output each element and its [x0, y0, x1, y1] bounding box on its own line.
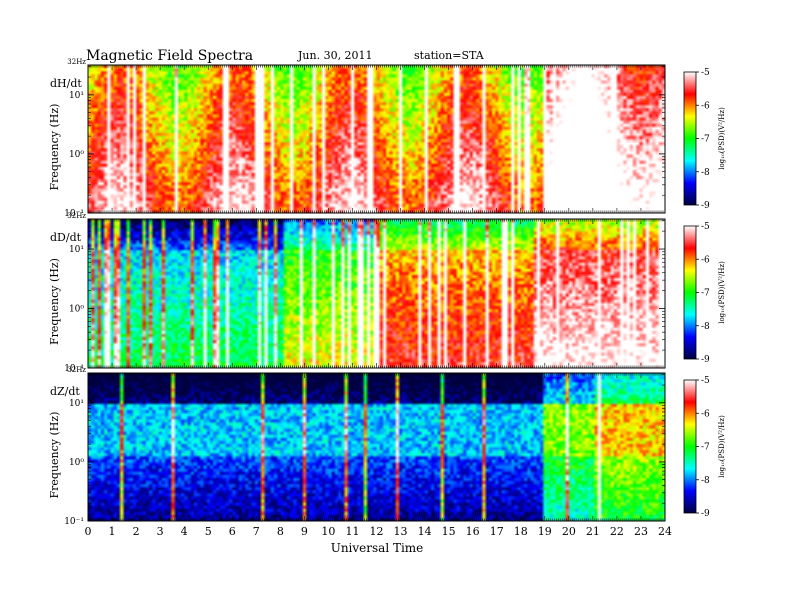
x-tick-label: 23	[634, 525, 648, 538]
colorbar: -5 -6 -7 -8 -9 log₁₀(PSD)(V²/Hz)	[683, 376, 726, 519]
y-tick-label: 10¹	[69, 91, 84, 101]
x-axis: 0 1 2 3 4 5 6 7 8 9 10 11 12 13 14 15 16 17 18 19 20 21 22 23 24	[85, 525, 673, 538]
colorbar-tick-label: -5	[701, 222, 710, 232]
colorbar-tick-label: -8	[701, 168, 710, 178]
x-tick-label: 6	[229, 525, 236, 538]
x-tick-label: 18	[514, 525, 528, 538]
colorbar-tick-label: -6	[701, 101, 710, 111]
y-tick-label: 10⁻¹	[64, 517, 84, 527]
colorbar-tick-label: -8	[701, 322, 710, 332]
colorbar-gradient	[683, 379, 697, 514]
colorbar-tick-label: -9	[701, 509, 710, 519]
x-tick-label: 13	[394, 525, 408, 538]
y-axis-label: Frequency (Hz)	[48, 412, 61, 499]
x-tick-label: 2	[133, 525, 140, 538]
y-tick-label: 10⁻¹	[64, 209, 84, 219]
x-tick-label: 9	[301, 525, 308, 538]
spectrogram-image	[88, 219, 665, 368]
x-tick-label: 24	[658, 525, 672, 538]
y-axis-label: Frequency (Hz)	[48, 258, 61, 345]
x-tick-label: 14	[418, 525, 432, 538]
x-tick-label: 10	[321, 525, 335, 538]
x-tick-label: 1	[109, 525, 116, 538]
top-frequency-label: 32Hz	[67, 58, 86, 66]
x-tick-label: 3	[157, 525, 164, 538]
colorbar-tick-label: -6	[701, 409, 710, 419]
colorbar-tick-label: -7	[701, 443, 710, 453]
top-frequency-label: 32Hz	[67, 366, 86, 374]
x-tick-label: 8	[277, 525, 284, 538]
figure-station: station=STA	[414, 49, 485, 62]
colorbar-tick-label: -5	[701, 68, 710, 78]
colorbar-label: log₁₀(PSD)(V²/Hz)	[718, 415, 726, 478]
x-tick-label: 20	[562, 525, 576, 538]
spectrogram-image	[88, 65, 665, 213]
x-tick-label: 15	[442, 525, 456, 538]
spectrogram-image	[88, 373, 665, 521]
x-tick-label: 7	[253, 525, 260, 538]
panel-label: dD/dt	[50, 231, 82, 244]
colorbar-tick-label: -9	[701, 355, 710, 365]
x-tick-label: 12	[370, 525, 384, 538]
colorbar-gradient	[683, 225, 697, 360]
colorbar-label: log₁₀(PSD)(V²/Hz)	[718, 107, 726, 170]
x-tick-label: 17	[490, 525, 504, 538]
y-tick-label: 10⁻¹	[64, 364, 84, 374]
x-tick-label: 19	[538, 525, 552, 538]
x-tick-label: 0	[85, 525, 92, 538]
x-tick-label: 4	[181, 525, 188, 538]
colorbar-gradient	[683, 71, 697, 206]
colorbar-label: log₁₀(PSD)(V²/Hz)	[718, 261, 726, 324]
colorbar: -5 -6 -7 -8 -9 log₁₀(PSD)(V²/Hz)	[683, 222, 726, 365]
x-tick-label: 21	[586, 525, 600, 538]
x-tick-label: 11	[345, 525, 359, 538]
panel-label: dZ/dt	[50, 385, 80, 398]
colorbar-tick-label: -9	[701, 201, 710, 211]
y-tick-label: 10¹	[69, 245, 84, 255]
x-tick-label: 16	[466, 525, 480, 538]
y-tick-label: 10⁰	[69, 458, 84, 468]
x-axis-label: Universal Time	[331, 541, 424, 555]
x-tick-label: 5	[205, 525, 212, 538]
y-tick-label: 10⁰	[69, 150, 84, 160]
colorbar-tick-label: -7	[701, 135, 710, 145]
figure-date: Jun. 30, 2011	[297, 49, 373, 62]
colorbar-tick-label: -8	[701, 476, 710, 486]
y-axis-label: Frequency (Hz)	[48, 104, 61, 191]
y-tick-label: 10¹	[69, 399, 84, 409]
figure-title: Magnetic Field Spectra	[86, 48, 253, 64]
colorbar-tick-label: -6	[701, 255, 710, 265]
y-tick-label: 10⁰	[69, 305, 84, 315]
panel-label: dH/dt	[50, 77, 82, 90]
top-frequency-label: 32Hz	[67, 212, 86, 220]
colorbar-tick-label: -5	[701, 376, 710, 386]
colorbar-tick-label: -7	[701, 289, 710, 299]
x-tick-label: 22	[610, 525, 624, 538]
colorbar: -5 -6 -7 -8 -9 log₁₀(PSD)(V²/Hz)	[683, 68, 726, 211]
